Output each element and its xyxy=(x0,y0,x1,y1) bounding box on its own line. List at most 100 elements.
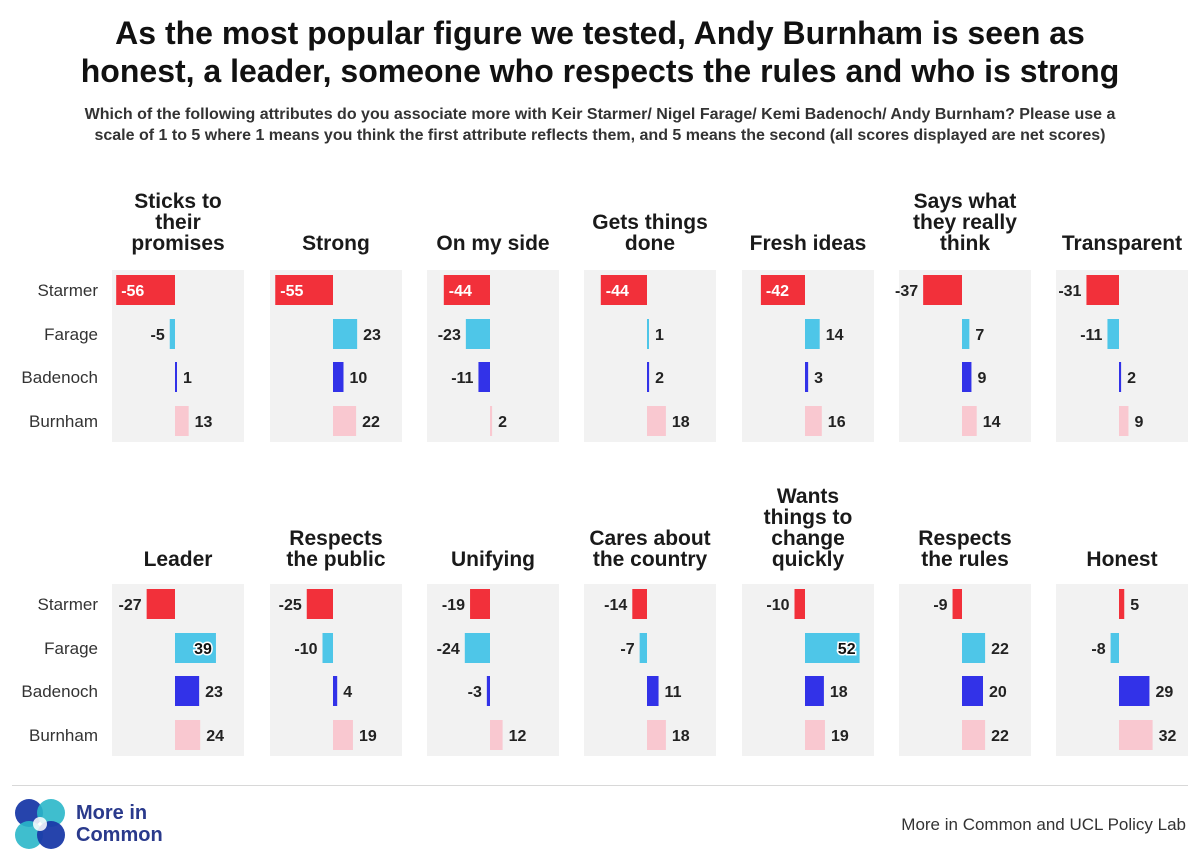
subtitle-line-1: Which of the following attributes do you… xyxy=(84,106,1116,123)
bar-strong-farage xyxy=(333,319,358,349)
bar-wants-things-to-change-quickly-burnham xyxy=(805,720,825,750)
bar-gets-things-done-badenoch xyxy=(647,362,650,392)
value-label-wants-things-to-change-quickly-farage: 52 xyxy=(838,641,856,658)
panel-title-strong: Strong xyxy=(302,232,370,255)
value-label-gets-things-done-burnham: 18 xyxy=(672,414,690,431)
bar-respects-the-rules-starmer xyxy=(952,589,962,619)
value-label-unifying-burnham: 12 xyxy=(509,728,527,745)
value-label-sticks-to-their-promises-badenoch: 1 xyxy=(183,370,192,387)
bar-sticks-to-their-promises-burnham xyxy=(175,406,189,436)
bar-strong-starmer xyxy=(275,275,333,305)
value-label-cares-about-the-country-starmer: -14 xyxy=(604,597,627,614)
panel-title-says-what-they-really-think: think xyxy=(940,232,990,255)
panel-title-wants-things-to-change-quickly: quickly xyxy=(772,548,845,571)
panel-title-wants-things-to-change-quickly: things to xyxy=(764,506,853,529)
panel-title-honest: Honest xyxy=(1086,548,1157,571)
bar-transparent-badenoch xyxy=(1119,362,1122,392)
row-label-badenoch: Badenoch xyxy=(21,368,98,387)
bar-on-my-side-badenoch xyxy=(478,362,490,392)
value-label-fresh-ideas-badenoch: 3 xyxy=(814,370,823,387)
bar-unifying-badenoch xyxy=(486,676,490,706)
value-label-respects-the-public-starmer: -25 xyxy=(279,597,302,614)
bar-honest-farage xyxy=(1110,633,1119,663)
value-label-wants-things-to-change-quickly-starmer: -10 xyxy=(766,597,789,614)
value-label-respects-the-rules-starmer: -9 xyxy=(933,597,947,614)
bar-respects-the-public-badenoch xyxy=(333,676,338,706)
bar-cares-about-the-country-starmer xyxy=(632,589,647,619)
bar-wants-things-to-change-quickly-badenoch xyxy=(805,676,824,706)
logo-line-1: More in xyxy=(76,802,148,824)
panel-title-sticks-to-their-promises: their xyxy=(155,211,201,234)
bar-sticks-to-their-promises-farage xyxy=(169,319,175,349)
value-label-unifying-starmer: -19 xyxy=(442,597,465,614)
panel-title-says-what-they-really-think: Says what xyxy=(914,190,1017,213)
panel-title-sticks-to-their-promises: Sticks to xyxy=(134,190,222,213)
bar-strong-badenoch xyxy=(333,362,344,392)
panel-title-cares-about-the-country: Cares about xyxy=(589,527,710,550)
value-label-transparent-starmer: -31 xyxy=(1058,283,1081,300)
bar-transparent-starmer xyxy=(1086,275,1119,305)
title-line-1: As the most popular figure we tested, An… xyxy=(115,15,1085,51)
value-label-sticks-to-their-promises-farage: -5 xyxy=(151,327,165,344)
value-label-fresh-ideas-burnham: 16 xyxy=(828,414,846,431)
bar-cares-about-the-country-burnham xyxy=(647,720,666,750)
bar-unifying-farage xyxy=(464,633,490,663)
value-label-respects-the-rules-burnham: 22 xyxy=(991,728,1009,745)
panel-title-says-what-they-really-think: they really xyxy=(913,211,1017,234)
value-label-says-what-they-really-think-burnham: 14 xyxy=(983,414,1001,431)
value-label-respects-the-public-badenoch: 4 xyxy=(343,684,352,701)
value-label-gets-things-done-badenoch: 2 xyxy=(655,370,664,387)
value-label-on-my-side-farage: -23 xyxy=(438,327,461,344)
value-label-strong-starmer: -55 xyxy=(280,283,303,300)
value-label-on-my-side-badenoch: -11 xyxy=(451,370,473,387)
bar-leader-burnham xyxy=(175,720,201,750)
bar-fresh-ideas-farage xyxy=(805,319,820,349)
bar-transparent-farage xyxy=(1107,319,1119,349)
value-label-says-what-they-really-think-badenoch: 9 xyxy=(977,370,986,387)
source-note: More in Common and UCL Policy Lab xyxy=(901,815,1186,834)
bar-says-what-they-really-think-farage xyxy=(962,319,970,349)
value-label-cares-about-the-country-badenoch: 11 xyxy=(665,684,682,701)
bar-says-what-they-really-think-starmer xyxy=(923,275,962,305)
bar-sticks-to-their-promises-badenoch xyxy=(175,362,177,392)
value-label-transparent-farage: -11 xyxy=(1080,327,1102,344)
panel-title-cares-about-the-country: the country xyxy=(593,548,708,571)
logo-flower-icon xyxy=(15,799,65,849)
bar-leader-starmer xyxy=(146,589,175,619)
value-label-strong-badenoch: 10 xyxy=(350,370,368,387)
value-label-gets-things-done-starmer: -44 xyxy=(606,283,629,300)
value-label-sticks-to-their-promises-starmer: -56 xyxy=(121,283,144,300)
chart-subtitle: Which of the following attributes do you… xyxy=(20,104,1180,146)
panel-title-wants-things-to-change-quickly: Wants xyxy=(777,485,839,508)
value-label-unifying-farage: -24 xyxy=(437,641,460,658)
value-label-says-what-they-really-think-starmer: -37 xyxy=(895,283,918,300)
row-label-burnham: Burnham xyxy=(29,412,98,431)
row-label-badenoch: Badenoch xyxy=(21,682,98,701)
bar-on-my-side-farage xyxy=(465,319,490,349)
chart-title: As the most popular figure we tested, An… xyxy=(0,14,1200,90)
bar-fresh-ideas-starmer xyxy=(760,275,805,305)
bar-honest-burnham xyxy=(1119,720,1153,750)
bar-unifying-starmer xyxy=(470,589,490,619)
panel-title-on-my-side: On my side xyxy=(436,232,549,255)
value-label-leader-badenoch: 23 xyxy=(205,684,223,701)
value-label-fresh-ideas-starmer: -42 xyxy=(766,283,789,300)
bar-fresh-ideas-burnham xyxy=(805,406,822,436)
panel-title-respects-the-public: the public xyxy=(286,548,385,571)
value-label-leader-starmer: -27 xyxy=(119,597,142,614)
bar-respects-the-rules-burnham xyxy=(962,720,986,750)
panel-title-leader: Leader xyxy=(144,548,213,571)
value-label-transparent-burnham: 9 xyxy=(1134,414,1143,431)
value-label-leader-farage: 39 xyxy=(194,641,212,658)
bar-unifying-burnham xyxy=(490,720,503,750)
value-label-leader-burnham: 24 xyxy=(206,728,224,745)
bar-leader-farage xyxy=(175,633,216,663)
value-label-honest-badenoch: 29 xyxy=(1155,684,1173,701)
panel-title-respects-the-public: Respects xyxy=(289,527,382,550)
value-label-wants-things-to-change-quickly-burnham: 19 xyxy=(831,728,849,745)
panel-title-respects-the-rules: Respects xyxy=(918,527,1011,550)
value-label-strong-farage: 23 xyxy=(363,327,381,344)
value-label-respects-the-public-farage: -10 xyxy=(294,641,317,658)
footer-divider xyxy=(12,785,1188,786)
